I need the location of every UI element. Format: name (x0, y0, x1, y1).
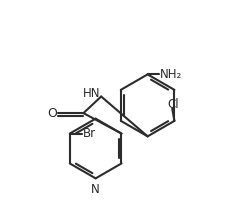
Text: NH₂: NH₂ (159, 68, 181, 81)
Text: HN: HN (82, 87, 100, 100)
Text: N: N (91, 183, 100, 196)
Text: Cl: Cl (167, 98, 178, 111)
Text: O: O (47, 107, 56, 120)
Text: Br: Br (83, 127, 96, 140)
